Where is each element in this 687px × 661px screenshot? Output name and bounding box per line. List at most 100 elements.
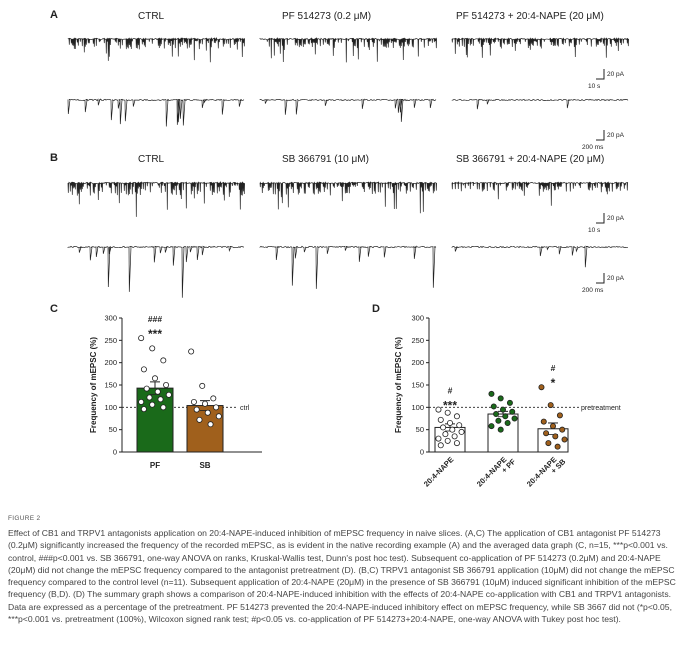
data-point-0-2 bbox=[453, 413, 460, 420]
data-point-0-7 bbox=[154, 388, 161, 395]
x-tick-label-1: SB bbox=[199, 461, 210, 470]
data-point-1-6 bbox=[493, 411, 500, 418]
y-axis-label: Frequency of mEPSC (%) bbox=[394, 337, 403, 433]
trace-title-b-sb: SB 366791 (10 μM) bbox=[282, 154, 369, 165]
data-point-2-3 bbox=[540, 418, 547, 425]
scale-b-top-y: 20 pA bbox=[607, 215, 625, 222]
data-point-0-13 bbox=[160, 404, 167, 411]
scale-bar-b-bottom bbox=[596, 273, 605, 284]
x-tick-label-0-0: 20:4-NAPE bbox=[422, 455, 455, 488]
data-point-0-0 bbox=[435, 406, 442, 413]
significance-mark-0-1: ### bbox=[148, 314, 162, 324]
bar-1 bbox=[186, 405, 224, 453]
trace-title-a-pf-nape: PF 514273 + 20:4-NAPE (20 μM) bbox=[456, 11, 604, 22]
trace-row2-col1 bbox=[259, 180, 437, 214]
reference-line-label: pretreatment bbox=[581, 405, 621, 412]
data-point-0-6 bbox=[143, 385, 150, 392]
data-point-1-10 bbox=[207, 421, 214, 428]
data-point-2-5 bbox=[559, 426, 566, 433]
data-point-1-5 bbox=[213, 404, 220, 411]
data-point-1-0 bbox=[188, 348, 195, 355]
data-point-2-7 bbox=[552, 433, 559, 440]
scale-b-bottom-x: 200 ms bbox=[582, 287, 604, 294]
data-point-0-6 bbox=[440, 424, 447, 431]
trace-row3-col2 bbox=[451, 245, 629, 268]
y-tick-label: 0 bbox=[420, 448, 424, 457]
data-point-1-8 bbox=[215, 413, 222, 420]
data-point-1-0 bbox=[488, 390, 495, 397]
data-point-1-4 bbox=[499, 406, 506, 413]
y-tick-label: 250 bbox=[411, 336, 424, 345]
data-point-0-9 bbox=[442, 431, 449, 438]
recording-traces: 20 pA 10 s 20 pA 200 ms 20 pA 10 s 20 pA… bbox=[67, 36, 629, 298]
significance-mark-0-1: # bbox=[448, 386, 453, 396]
y-tick-label: 200 bbox=[104, 358, 117, 367]
data-point-1-5 bbox=[509, 408, 516, 415]
y-tick-label: 150 bbox=[104, 381, 117, 390]
data-point-0-3 bbox=[437, 416, 444, 423]
data-point-1-1 bbox=[497, 395, 504, 402]
y-tick-label: 250 bbox=[104, 336, 117, 345]
data-point-1-2 bbox=[506, 399, 513, 406]
scale-a-bottom-x: 200 ms bbox=[582, 144, 604, 151]
trace-row1-col2 bbox=[451, 98, 629, 110]
data-point-0-2 bbox=[160, 357, 167, 364]
data-point-0-9 bbox=[146, 394, 153, 401]
figure-label: FIGURE 2 bbox=[8, 515, 41, 522]
scale-b-bottom-y: 20 pA bbox=[607, 275, 625, 282]
y-tick-label: 100 bbox=[411, 403, 424, 412]
x-tick-label-0: PF bbox=[150, 461, 160, 470]
trace-row0-col1 bbox=[259, 37, 437, 63]
data-point-0-5 bbox=[456, 422, 463, 429]
data-point-2-9 bbox=[545, 440, 552, 447]
panel-letter-a: A bbox=[50, 9, 58, 21]
trace-title-a-ctrl: CTRL bbox=[138, 11, 165, 22]
data-point-1-8 bbox=[511, 415, 518, 422]
data-point-1-4 bbox=[201, 400, 208, 407]
y-tick-label: 100 bbox=[104, 403, 117, 412]
y-tick-label: 300 bbox=[104, 314, 117, 323]
trace-title-b-ctrl: CTRL bbox=[138, 154, 165, 165]
significance-mark-1-1: # bbox=[551, 363, 556, 373]
data-point-0-1 bbox=[444, 409, 451, 416]
trace-row2-col2 bbox=[451, 181, 629, 206]
data-point-1-2 bbox=[210, 395, 217, 402]
data-point-0-3 bbox=[140, 366, 147, 373]
data-point-2-10 bbox=[554, 443, 561, 450]
figure-caption: Effect of CB1 and TRPV1 antagonists appl… bbox=[8, 528, 676, 625]
data-point-1-3 bbox=[190, 398, 197, 405]
data-point-0-8 bbox=[165, 391, 172, 398]
data-point-0-4 bbox=[152, 375, 159, 382]
data-point-2-6 bbox=[543, 430, 550, 437]
data-point-1-1 bbox=[199, 382, 206, 389]
trace-row1-col0 bbox=[67, 98, 245, 127]
data-point-2-8 bbox=[561, 436, 568, 443]
data-point-2-4 bbox=[549, 423, 556, 430]
y-tick-label: 150 bbox=[411, 381, 424, 390]
scale-a-top-x: 10 s bbox=[588, 83, 601, 90]
data-point-0-4 bbox=[447, 419, 454, 426]
data-point-1-7 bbox=[204, 409, 211, 416]
y-tick-label: 50 bbox=[109, 425, 117, 434]
y-tick-label: 50 bbox=[416, 425, 424, 434]
y-tick-label: 0 bbox=[113, 448, 117, 457]
data-point-2-1 bbox=[547, 402, 554, 409]
y-tick-label: 300 bbox=[411, 314, 424, 323]
trace-row1-col1 bbox=[259, 98, 437, 122]
scale-a-top-y: 20 pA bbox=[607, 71, 625, 78]
data-point-0-10 bbox=[451, 433, 458, 440]
data-point-0-1 bbox=[149, 345, 156, 352]
panel-letter-b: B bbox=[50, 152, 58, 164]
data-point-1-11 bbox=[488, 423, 495, 430]
bar-0 bbox=[136, 387, 174, 453]
trace-row3-col0 bbox=[67, 245, 245, 298]
scale-b-top-x: 10 s bbox=[588, 227, 601, 234]
trace-row0-col2 bbox=[451, 37, 629, 58]
data-point-0-8 bbox=[458, 428, 465, 435]
data-point-1-9 bbox=[196, 416, 203, 423]
scale-bar-a-top bbox=[596, 69, 605, 80]
significance-mark-0-0: *** bbox=[148, 327, 162, 341]
data-point-0-14 bbox=[140, 406, 147, 413]
panel-letter-d: D bbox=[372, 303, 380, 315]
data-point-0-10 bbox=[157, 396, 164, 403]
